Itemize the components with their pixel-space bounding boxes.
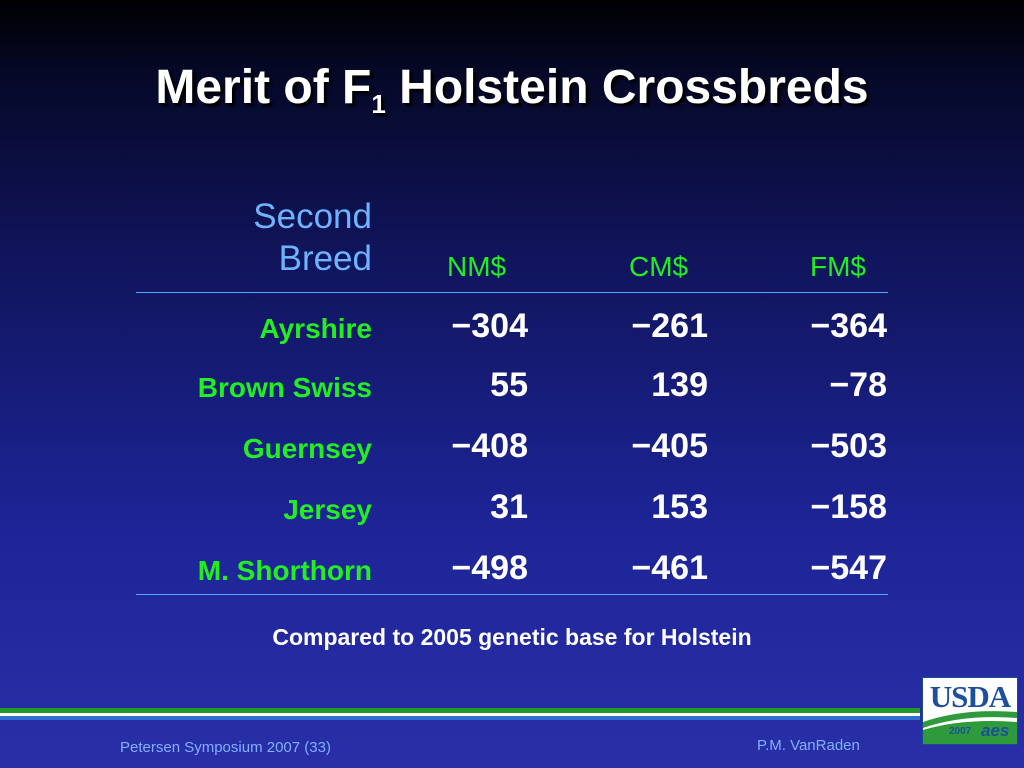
footer-author-label: P.M. VanRaden xyxy=(757,737,860,754)
row-label-guernsey: Guernsey xyxy=(242,433,372,464)
cell-cm: −405 xyxy=(631,427,708,465)
cell-cm: 139 xyxy=(651,366,708,404)
cell-nm: 55 xyxy=(490,366,528,404)
footer-bar-green xyxy=(0,708,920,713)
table-header-rule xyxy=(136,292,888,293)
column-header-cm: CM$ xyxy=(629,251,689,282)
cell-cm: −461 xyxy=(631,549,708,587)
footer-bar-white xyxy=(0,713,920,716)
column-header-fm: FM$ xyxy=(810,251,866,282)
cell-cm: −261 xyxy=(631,307,708,345)
logo-year: 2007 xyxy=(949,726,972,737)
cell-nm: −498 xyxy=(451,549,528,587)
slide-title: Merit of F1 Holstein Crossbreds xyxy=(155,61,869,119)
column-header-nm: NM$ xyxy=(447,251,507,282)
usda-logo-swoosh xyxy=(923,711,1017,744)
table-bottom-rule xyxy=(136,594,888,595)
footer-bar-blue xyxy=(0,716,920,720)
cell-fm: −78 xyxy=(829,366,887,404)
cell-fm: −503 xyxy=(810,427,887,465)
row-label-brown-swiss: Brown Swiss xyxy=(197,372,372,403)
row-label-m-shorthorn: M. Shorthorn xyxy=(197,555,372,586)
cell-fm: −547 xyxy=(810,549,887,587)
row-label-jersey: Jersey xyxy=(283,494,372,525)
column-header-second-breed: Second Breed xyxy=(253,197,372,278)
cell-fm: −364 xyxy=(810,307,887,345)
cell-nm: 31 xyxy=(490,488,528,526)
aes-logo-mark: aes xyxy=(981,721,1010,740)
title-subscript: 1 xyxy=(371,89,386,119)
cell-cm: 153 xyxy=(651,488,708,526)
row-label-ayrshire: Ayrshire xyxy=(259,313,372,344)
table-footnote: Compared to 2005 genetic base for Holste… xyxy=(272,624,752,650)
usda-logo: USDA 2007 aes xyxy=(922,677,1018,745)
cell-fm: −158 xyxy=(810,488,887,526)
usda-logo-text: USDA xyxy=(929,679,1011,714)
footer-event-label: Petersen Symposium 2007 (33) xyxy=(120,739,331,756)
cell-nm: −408 xyxy=(451,427,528,465)
cell-nm: −304 xyxy=(451,307,528,345)
